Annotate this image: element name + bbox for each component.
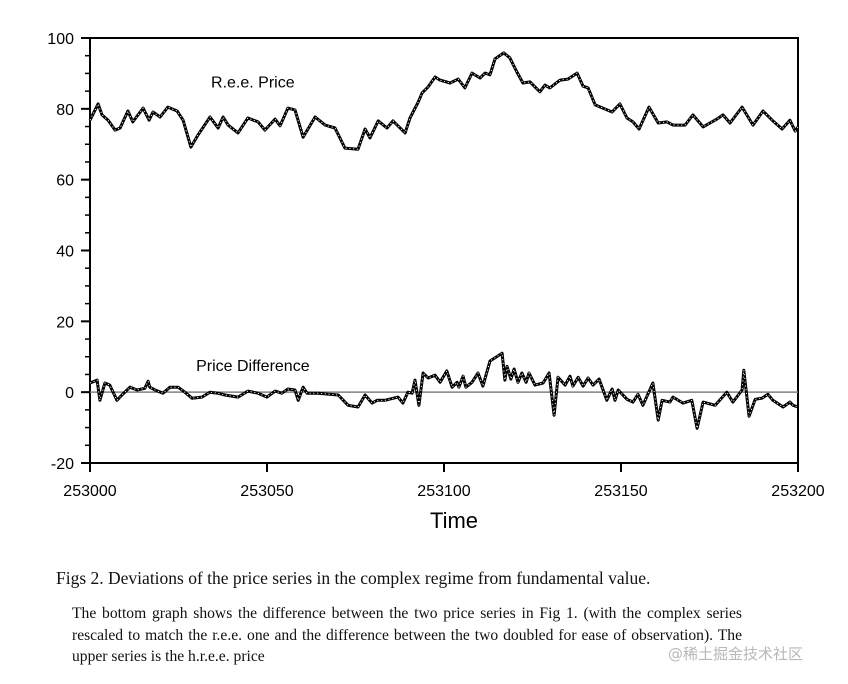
x-tick-label: 253200: [771, 483, 824, 500]
x-axis-label: Time: [430, 508, 478, 533]
y-tick-label: 40: [56, 244, 74, 261]
y-tick-label: -20: [51, 456, 74, 473]
y-axis: 100 80 60 40 20 0 -20: [47, 31, 90, 473]
x-tick-label: 253100: [417, 483, 470, 500]
y-tick-label: 80: [56, 102, 74, 119]
y-tick-label: 20: [56, 314, 74, 331]
series-line-ree-price: [88, 51, 800, 151]
figure-caption-title: Figs 2. Deviations of the price series i…: [56, 568, 651, 588]
watermark: @稀土掘金技术社区: [668, 645, 804, 663]
ree-price-label: R.e.e. Price: [211, 75, 295, 92]
series-overlay-hree-price: [89, 52, 799, 150]
x-tick-label: 253000: [63, 483, 116, 500]
y-tick-label: 100: [47, 31, 74, 48]
x-tick-label: 253150: [594, 483, 647, 500]
x-tick-label: 253050: [240, 483, 293, 500]
x-axis: 253000 253050 253100 253150 253200: [63, 463, 825, 500]
figure-caption-body: The bottom graph shows the difference be…: [72, 605, 742, 665]
price-difference-label: Price Difference: [196, 358, 310, 375]
price-deviation-chart: 100 80 60 40 20 0 -20 253000 253050 253100 253150…: [47, 31, 825, 533]
series-overlay-difference-dotted: [89, 352, 799, 429]
y-tick-label: 0: [65, 385, 74, 402]
series-layer: [88, 51, 800, 430]
y-tick-label: 60: [56, 173, 74, 190]
series-annotations: R.e.e. Price Price Difference: [196, 75, 310, 375]
